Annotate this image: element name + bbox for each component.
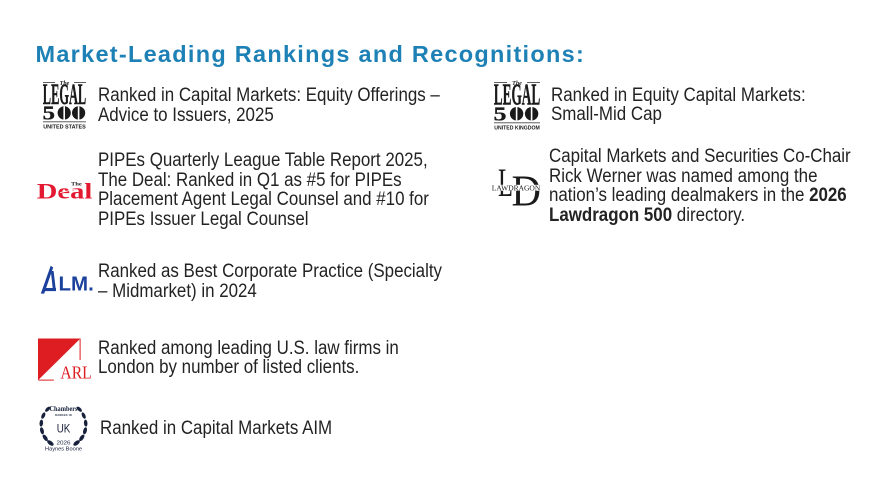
svg-text:LEGAL: LEGAL (494, 80, 540, 112)
svg-text:LAWDRAGON: LAWDRAGON (492, 185, 541, 192)
svg-text:LM.: LM. (59, 273, 94, 296)
svg-text:RANKED IN: RANKED IN (55, 413, 72, 417)
svg-text:Deal: Deal (37, 179, 93, 202)
svg-text:2026: 2026 (57, 441, 72, 447)
svg-text:UNITED STATES: UNITED STATES (43, 124, 86, 129)
svg-text:UNITED KINGDOM: UNITED KINGDOM (494, 126, 540, 131)
svg-text:LEGAL: LEGAL (43, 80, 86, 111)
svg-text:Haynes Boone: Haynes Boone (45, 446, 82, 452)
svg-text:ARL: ARL (60, 362, 91, 382)
svg-text:The: The (512, 81, 522, 87)
svg-text:Chambers: Chambers (50, 405, 78, 413)
svg-text:The: The (60, 81, 70, 87)
svg-text:5: 5 (43, 103, 55, 125)
svg-text:The: The (71, 183, 82, 188)
svg-text:UK: UK (57, 421, 71, 435)
svg-text:5: 5 (494, 104, 507, 126)
